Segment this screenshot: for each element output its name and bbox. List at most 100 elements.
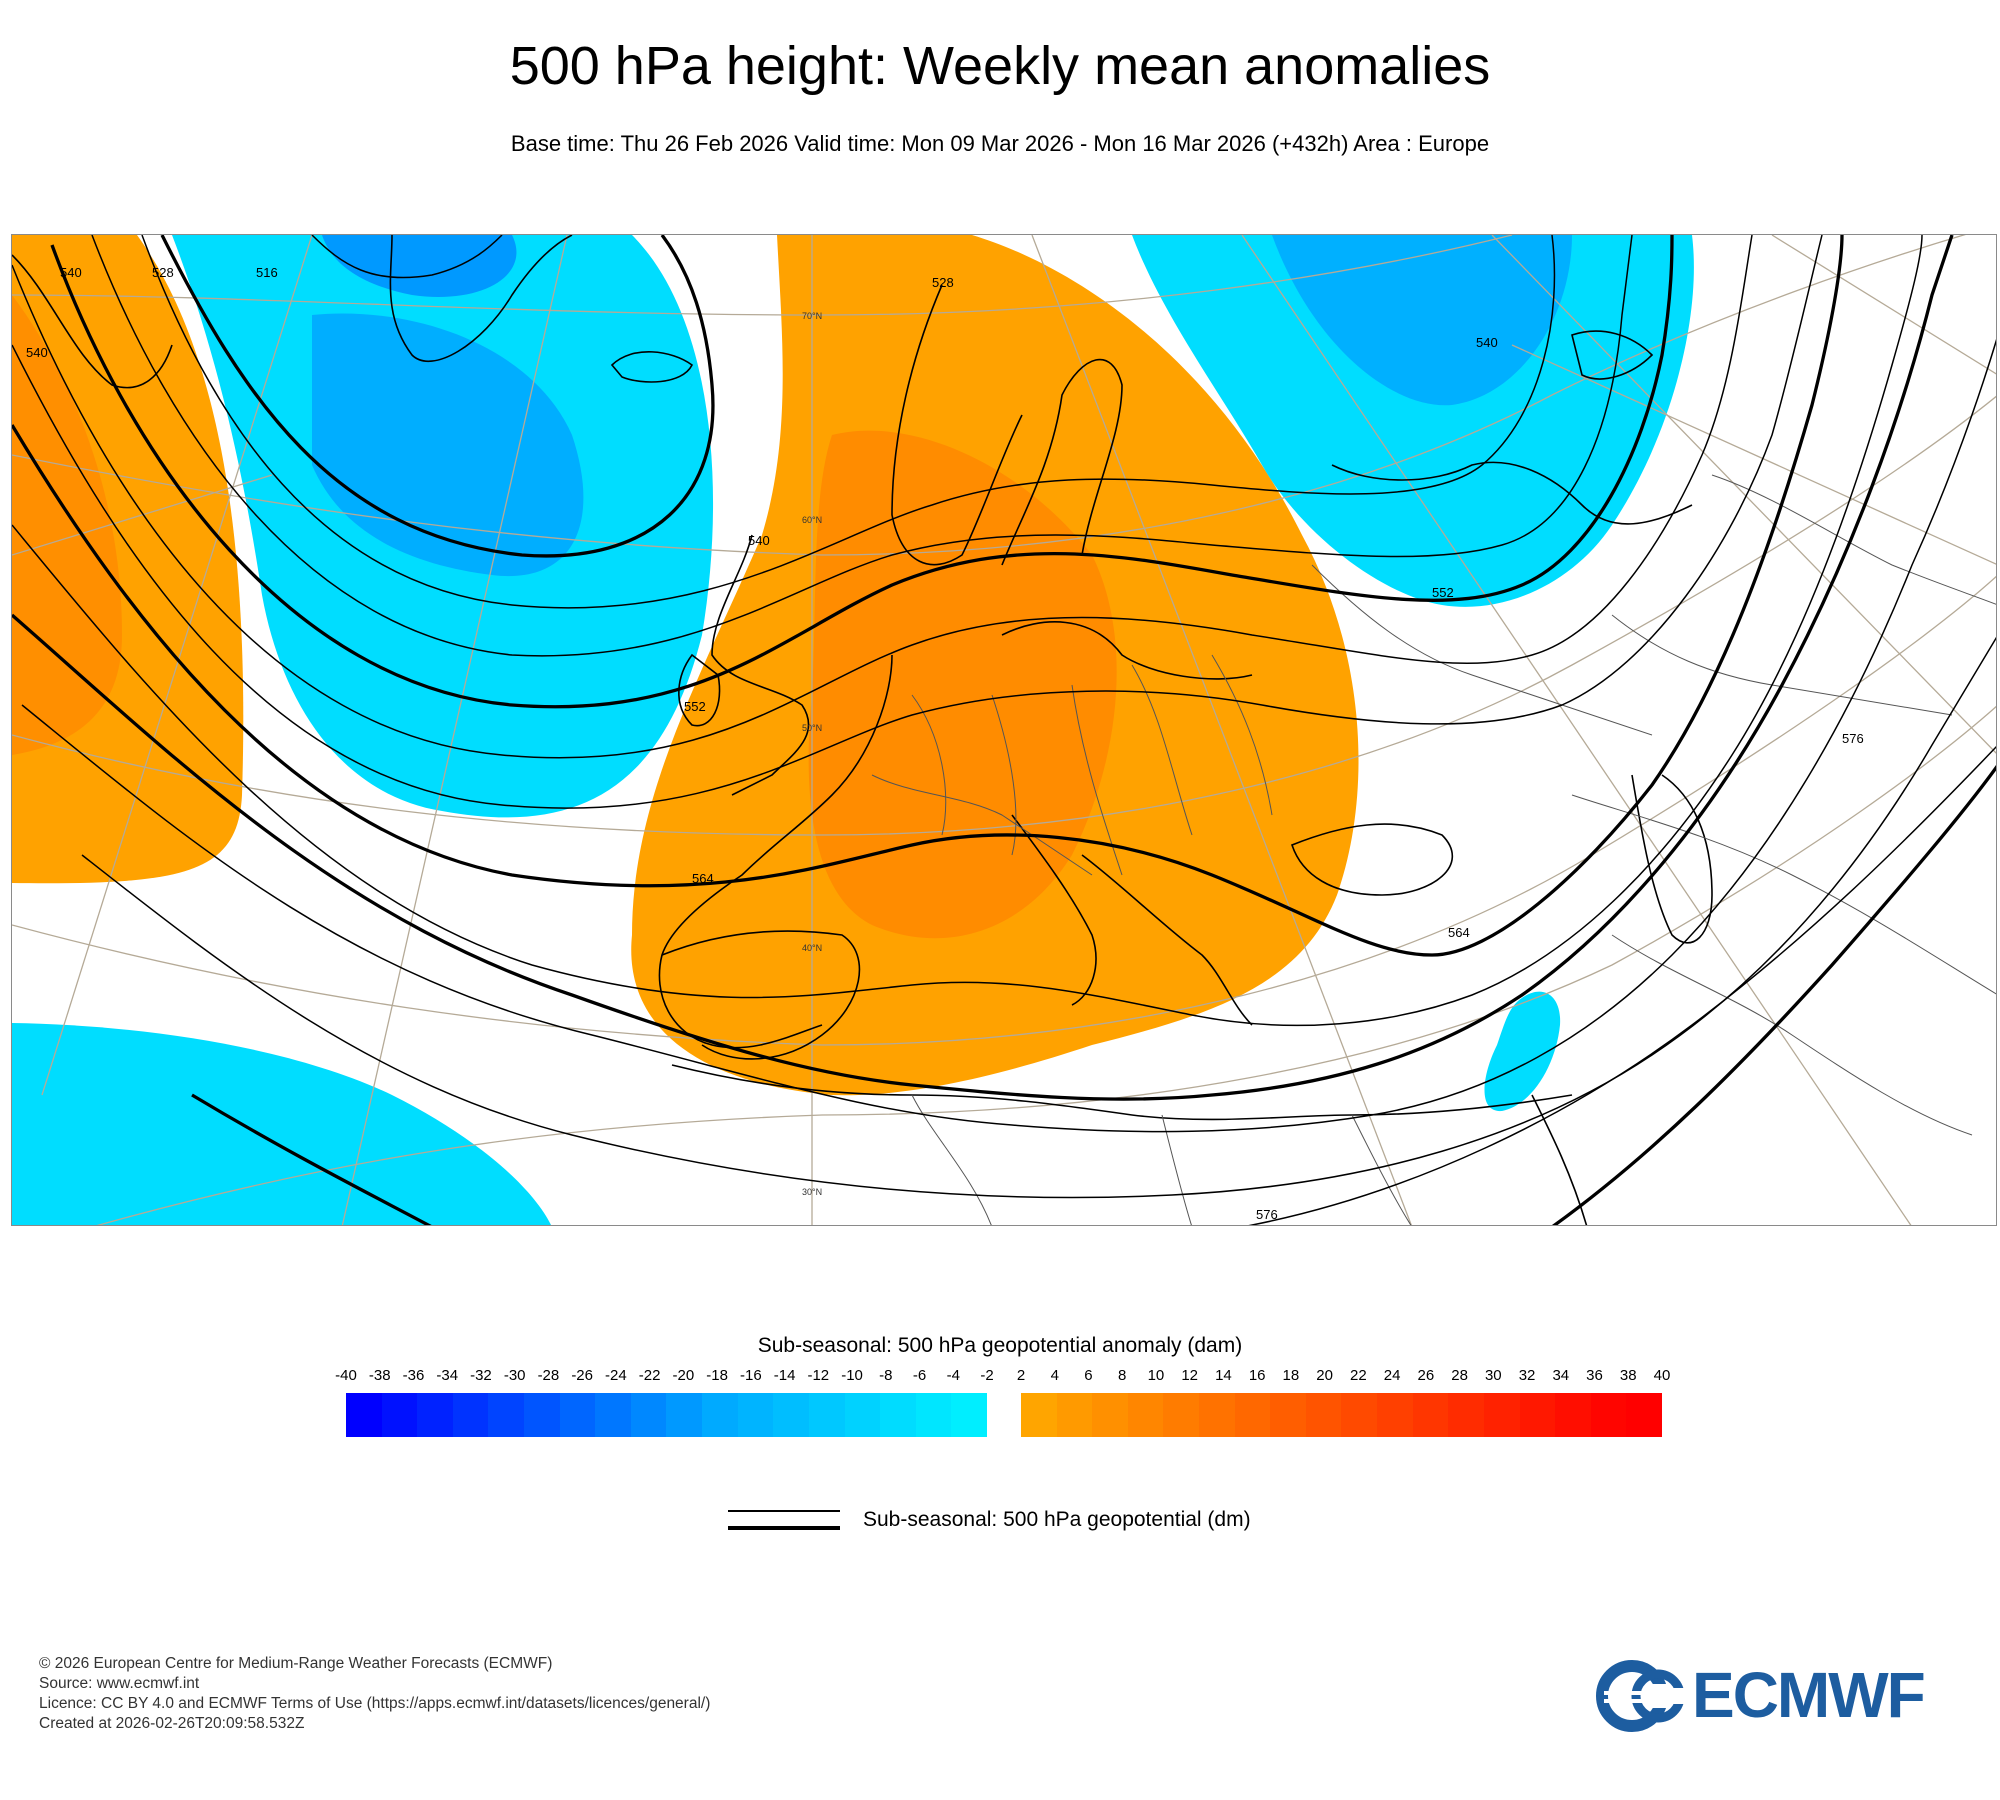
colorbar-tick: 34: [1552, 1367, 1570, 1384]
legend-label: Sub-seasonal: 500 hPa geopotential (dm): [863, 1508, 1251, 1531]
contour-label: 540: [748, 533, 770, 548]
colorbar-tick: -6: [912, 1367, 927, 1384]
contour-label: 564: [1448, 925, 1470, 940]
contour-label: 528: [152, 265, 174, 280]
colorbar-tick: -20: [672, 1367, 695, 1384]
colorbar-tick: -12: [807, 1367, 830, 1384]
latitude-label: 30°N: [802, 1187, 822, 1197]
colorbar-segment: [1555, 1393, 1591, 1437]
colorbar-segment: [1377, 1393, 1413, 1437]
colorbar-segment: [1305, 1393, 1342, 1437]
colorbar-positive: [1021, 1393, 1662, 1437]
colorbar-tick: 32: [1518, 1367, 1536, 1384]
colorbar-tick: 30: [1484, 1367, 1502, 1384]
legend-thin-line: [728, 1510, 840, 1512]
colorbar-tick: 26: [1417, 1367, 1435, 1384]
colorbar-segment: [915, 1393, 952, 1437]
colorbar-tick: 14: [1215, 1367, 1232, 1384]
colorbar-tick: -10: [841, 1367, 863, 1384]
geopotential-contours: [12, 235, 1996, 1225]
colorbar-segment: [1163, 1393, 1200, 1437]
footer: © 2026 European Centre for Medium-Range …: [39, 1654, 710, 1734]
coast-black-sea: [1291, 823, 1454, 896]
colorbar-segment: [452, 1393, 489, 1437]
colorbar-segment: [1412, 1393, 1449, 1437]
colorbar-tick: 16: [1248, 1367, 1266, 1384]
latitude-label: 60°N: [802, 515, 822, 525]
colorbar-segment: [559, 1393, 596, 1437]
colorbar-segment: [1021, 1393, 1057, 1437]
coast-novaya-zemlya: [1571, 330, 1654, 380]
colorbar-tick: -26: [571, 1367, 593, 1384]
colorbar-segment: [488, 1393, 525, 1437]
contour-label: 552: [1432, 585, 1454, 600]
latitude-label: 40°N: [802, 943, 822, 953]
colorbar-tick: -40: [335, 1367, 357, 1384]
colorbar-negative: [346, 1393, 987, 1437]
created-line: Created at 2026-02-26T20:09:58.532Z: [39, 1715, 305, 1732]
colorbar-tick: -24: [605, 1367, 627, 1384]
colorbar-segment: [666, 1393, 703, 1437]
colorbar-tick: 12: [1181, 1367, 1199, 1384]
colorbar-segment: [1590, 1393, 1627, 1437]
colorbar-segment: [1483, 1393, 1520, 1437]
country-borders: [871, 474, 1996, 1225]
colorbar-tick: 20: [1316, 1367, 1333, 1384]
negative-anomaly-arctic-core: [1272, 235, 1572, 406]
colorbar-segment: [524, 1393, 560, 1437]
colorbar-segment: [595, 1393, 631, 1437]
colorbar-segment: [951, 1393, 987, 1437]
coast-red-sea: [1531, 1094, 1588, 1225]
colorbar-tick: -18: [706, 1367, 728, 1384]
colorbar-segment: [1626, 1393, 1662, 1437]
colorbar-segment: [1341, 1393, 1378, 1437]
copyright-line: © 2026 European Centre for Medium-Range …: [39, 1655, 553, 1672]
negative-anomaly-east-med: [1484, 991, 1561, 1112]
colorbar-tick: -4: [946, 1367, 960, 1384]
colorbar-tick: -30: [503, 1367, 526, 1384]
colorbar-tick: 6: [1084, 1367, 1093, 1384]
colorbar-segment: [1270, 1393, 1306, 1437]
page-subtitle: Base time: Thu 26 Feb 2026 Valid time: M…: [510, 131, 1490, 156]
coast-western-europe: [658, 654, 893, 1049]
colorbar-segment: [630, 1393, 667, 1437]
colorbar-tick: -2: [980, 1367, 994, 1384]
contour-legend: Sub-seasonal: 500 hPa geopotential (dm): [728, 1506, 1288, 1536]
colorbar-segment: [1056, 1393, 1093, 1437]
colorbar-segment: [417, 1393, 453, 1437]
coastlines: [12, 235, 1713, 1225]
colorbar-tick: -16: [739, 1367, 762, 1384]
colorbar-tick: 38: [1619, 1367, 1637, 1384]
colorbar-tick: -8: [879, 1367, 893, 1384]
colorbar-segment: [1199, 1393, 1235, 1437]
colorbar-tick: -36: [402, 1367, 425, 1384]
coast-caspian: [1631, 774, 1713, 944]
colorbar-segment: [1519, 1393, 1556, 1437]
colorbar-tick: 2: [1016, 1367, 1026, 1384]
colorbar-tick: 10: [1147, 1367, 1165, 1384]
latitude-labels: 70°N 60°N 50°N 40°N 30°N: [802, 311, 822, 1197]
colorbar-segment: [1092, 1393, 1128, 1437]
colorbar-segment: [880, 1393, 916, 1437]
coast-iceland: [610, 351, 694, 383]
colorbar-tick: -34: [436, 1367, 459, 1384]
colorbar-tick: 36: [1586, 1367, 1603, 1384]
ecmwf-logo: ECMWF: [1596, 1659, 1972, 1732]
colorbar-segment: [773, 1393, 809, 1437]
colorbar-tick: -14: [773, 1367, 796, 1384]
latitude-label: 70°N: [802, 311, 822, 321]
ecmwf-logo-icon: [1596, 1660, 1688, 1732]
colorbar-tick: 18: [1282, 1367, 1300, 1384]
latitude-label: 50°N: [802, 723, 822, 733]
contour-label: 540: [60, 265, 82, 280]
colorbar-tick: -22: [638, 1367, 661, 1384]
coast-british-isles: [711, 534, 810, 796]
coast-italy: [1011, 814, 1097, 1006]
contour-label: 528: [932, 275, 954, 290]
colorbar-tick: 40: [1653, 1367, 1671, 1384]
ecmwf-logo-text: ECMWF: [1692, 1659, 1926, 1731]
coast-baltic: [1001, 621, 1253, 680]
colorbar-tick: 22: [1350, 1367, 1367, 1384]
colorbar-tick: 28: [1451, 1367, 1468, 1384]
contour-label: 540: [26, 345, 48, 360]
